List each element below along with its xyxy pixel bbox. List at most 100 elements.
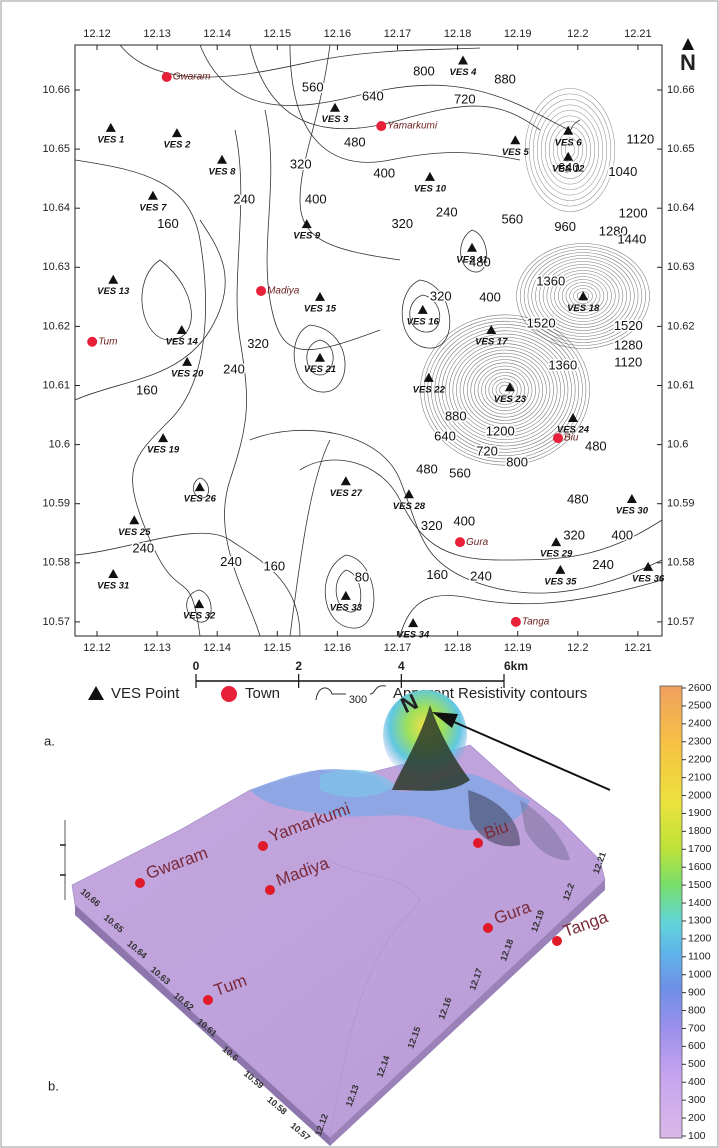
panel-label: a.: [44, 733, 55, 748]
contour-label: 320: [421, 518, 443, 533]
ves-label: VES 21: [304, 364, 336, 375]
y-tick-label: 10.6: [667, 439, 688, 451]
contour-label: 400: [611, 528, 633, 543]
contour-label: 1120: [614, 354, 642, 369]
ves-label: VES 3: [322, 114, 350, 125]
y-tick-label: 10.59: [667, 498, 695, 510]
town-point-3d: [552, 936, 562, 946]
contour-label: 160: [426, 567, 448, 582]
x-tick-label: 12.16: [324, 642, 352, 654]
scale-label: 2: [295, 659, 302, 673]
contour-label: 400: [305, 191, 327, 206]
contour-label: 320: [563, 528, 585, 543]
colorbar-label: 300: [688, 1094, 706, 1106]
x-tick-label: 12.16: [324, 28, 352, 40]
town-label: Gura: [466, 537, 489, 548]
x-tick-label: 12.21: [624, 642, 652, 654]
x-tick-label: 12.14: [203, 642, 231, 654]
colorbar-label: 700: [688, 1022, 706, 1034]
contour-label: 960: [554, 219, 576, 234]
ves-label: VES 23: [494, 394, 527, 405]
north-label: N: [680, 50, 696, 75]
town-point-3d: [473, 838, 483, 848]
ves-label: VES 22: [413, 384, 446, 395]
ves-label: VES 25: [118, 527, 151, 538]
contour-label: 480: [567, 492, 589, 507]
x-tick-label: 12.19: [504, 28, 532, 40]
contour-label: 560: [501, 211, 523, 226]
ves-label: VES 27: [330, 488, 363, 499]
y-tick-label: 10.66: [42, 84, 70, 96]
contour-label: 1200: [486, 424, 515, 439]
contour-label: 480: [344, 135, 366, 150]
contour-label: 240: [220, 554, 242, 569]
x-tick-label: 12.18: [444, 642, 472, 654]
colorbar-label: 200: [688, 1112, 706, 1124]
legend-ves: VES Point: [111, 685, 180, 702]
colorbar-label: 800: [688, 1004, 706, 1016]
town-label: Tum: [98, 336, 117, 347]
colorbar-label: 1400: [688, 897, 712, 909]
ves-label: VES 12: [552, 163, 585, 174]
figure: 12.1212.1212.1312.1312.1412.1412.1512.15…: [0, 0, 719, 1148]
colorbar-label: 600: [688, 1040, 706, 1052]
colorbar-label: 1300: [688, 915, 712, 927]
colorbar-label: 900: [688, 986, 706, 998]
colorbar-label: 1200: [688, 933, 712, 945]
town-point: [511, 617, 521, 627]
contour-label: 400: [479, 289, 501, 304]
contour-label: 160: [136, 382, 158, 397]
colorbar-label: 1600: [688, 861, 712, 873]
contour-label: 320: [430, 288, 452, 303]
town-point: [256, 286, 266, 296]
north-arrow: N: [680, 38, 696, 75]
ves-label: VES 2: [163, 140, 191, 151]
contour-label: 560: [449, 466, 471, 481]
contour-label: 720: [454, 91, 476, 106]
ves-label: VES 33: [330, 602, 363, 613]
ves-label: VES 18: [567, 303, 600, 314]
colorbar-label: 2200: [688, 753, 712, 765]
ves-label: VES 14: [166, 336, 199, 347]
x-tick-label: 12.13: [143, 642, 171, 654]
contour-label: 1040: [608, 164, 637, 179]
x-tick-label: 12.2: [567, 28, 588, 40]
ves-label: VES 17: [475, 336, 508, 347]
contour-label: 1120: [626, 132, 654, 147]
contour-label: 1520: [527, 315, 556, 330]
x-tick-label: 12.2: [567, 642, 588, 654]
x-tick-label: 12.15: [264, 28, 292, 40]
panel-label: b.: [48, 1078, 59, 1093]
ves-label: VES 31: [97, 581, 129, 592]
y-tick-label: 10.62: [667, 320, 695, 332]
y-tick-label: 10.63: [42, 261, 70, 273]
colorbar-label: 100: [688, 1130, 706, 1142]
contour-label: 1360: [548, 357, 577, 372]
colorbar-label: 2400: [688, 718, 712, 730]
y-tick-label: 10.59: [42, 498, 70, 510]
colorbar-ticks: 1002003004005006007008009001000110012001…: [682, 682, 712, 1142]
contour-label: 480: [416, 461, 438, 476]
contour-label: 480: [585, 438, 607, 453]
ves-label: VES 26: [184, 494, 217, 505]
contour-label: 640: [362, 89, 384, 104]
town-point-3d: [258, 841, 268, 851]
x-tick-label: 12.12: [83, 642, 111, 654]
contour-label: 160: [263, 558, 285, 573]
contour-label: 1440: [617, 232, 646, 247]
town-point-3d: [135, 878, 145, 888]
contour-label: 800: [413, 64, 435, 79]
contour-label: 1280: [614, 337, 643, 352]
ves-label: VES 6: [555, 137, 583, 148]
town-label: Yamarkumi: [387, 121, 438, 132]
town-label: Gwaram: [173, 72, 211, 83]
ves-label: VES 9: [293, 231, 321, 242]
y-tick-label: 10.6: [49, 439, 70, 451]
ves-label: VES 5: [502, 147, 530, 158]
ves-label: VES 4: [450, 67, 478, 78]
contour-label: 240: [470, 568, 492, 583]
y-tick-label: 10.61: [42, 379, 70, 391]
y-tick-label: 10.61: [667, 379, 695, 391]
town-point: [87, 337, 97, 347]
